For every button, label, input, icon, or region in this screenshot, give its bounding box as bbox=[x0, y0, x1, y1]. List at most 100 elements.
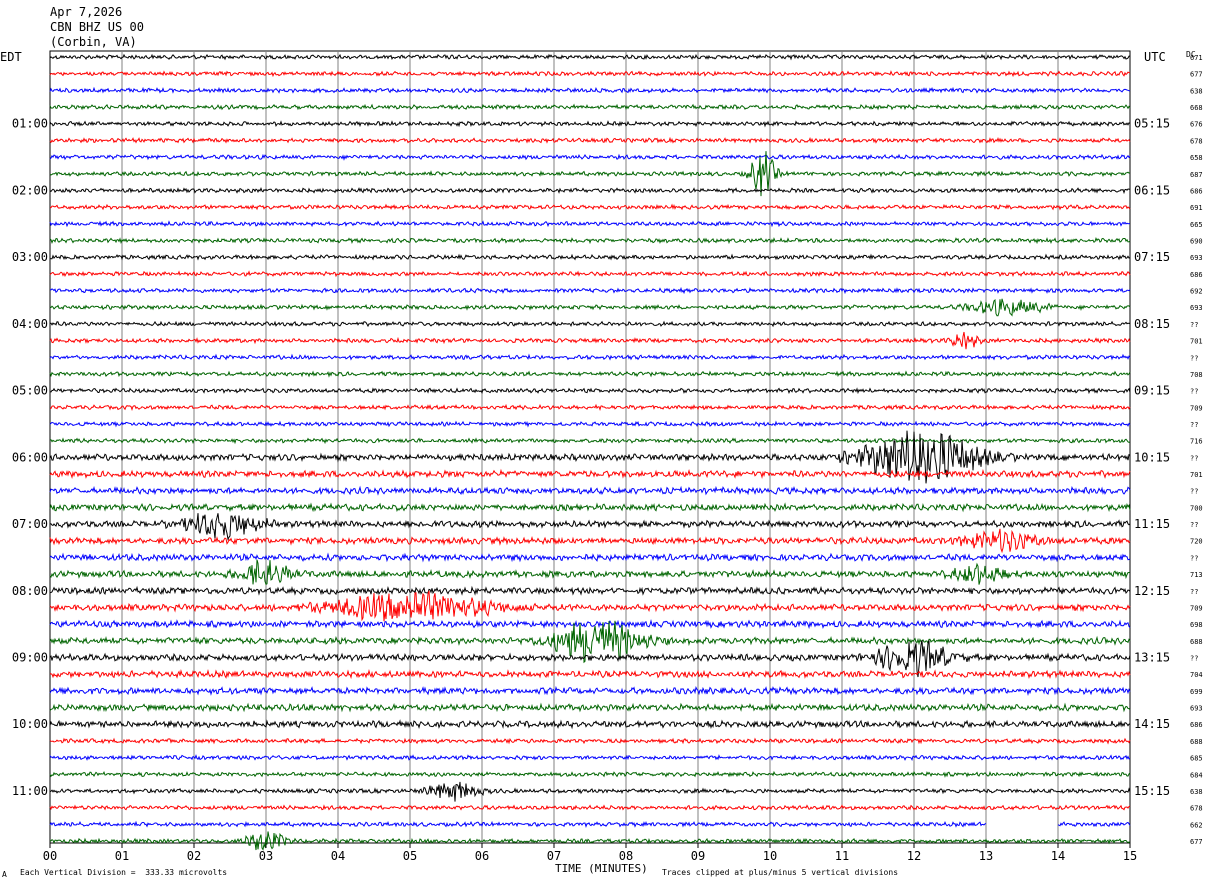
trace-row-37 bbox=[49, 640, 1131, 678]
trace-row-27 bbox=[49, 485, 1131, 496]
trace-row-2 bbox=[49, 70, 1131, 78]
utc-hour-label: 14:15 bbox=[1134, 717, 1170, 731]
trace-row-6 bbox=[49, 136, 1131, 144]
trace-row-17 bbox=[49, 320, 1131, 328]
edt-hour-label: 06:00 bbox=[12, 450, 48, 464]
trace-row-38 bbox=[49, 668, 1131, 680]
header-station: CBN BHZ US 00 bbox=[50, 20, 144, 34]
edt-hour-label: 11:00 bbox=[12, 784, 48, 798]
trace-row-14 bbox=[49, 270, 1131, 278]
utc-hour-label: 08:15 bbox=[1134, 317, 1170, 331]
trace-row-33 bbox=[49, 585, 1131, 596]
dc-offset-label: 688 bbox=[1190, 738, 1203, 746]
edt-hour-label: 07:00 bbox=[12, 517, 48, 531]
x-tick-label: 04 bbox=[331, 849, 345, 863]
dc-offset-label: 704 bbox=[1190, 671, 1203, 679]
dc-offset-label: 668 bbox=[1190, 104, 1203, 112]
utc-hour-label: 07:15 bbox=[1134, 250, 1170, 264]
edt-hour-label: 01:00 bbox=[12, 117, 48, 131]
trace-row-21 bbox=[49, 387, 1131, 395]
dc-offset-label: ?? bbox=[1190, 454, 1198, 462]
trace-row-13 bbox=[49, 253, 1131, 261]
dc-offset-label: 691 bbox=[1190, 204, 1203, 212]
utc-hour-label: 13:15 bbox=[1134, 651, 1170, 665]
dc-offset-label: 700 bbox=[1190, 504, 1203, 512]
trace-row-28 bbox=[49, 502, 1131, 513]
dc-offset-label: 684 bbox=[1190, 771, 1203, 779]
x-tick-label: 10 bbox=[763, 849, 777, 863]
dc-offset-label: 698 bbox=[1190, 621, 1203, 629]
dc-label: DC bbox=[1186, 50, 1196, 59]
dc-offset-label: ?? bbox=[1190, 554, 1198, 562]
dc-offset-label: 638 bbox=[1190, 788, 1203, 796]
x-tick-label: 07 bbox=[547, 849, 561, 863]
trace-row-8 bbox=[49, 151, 1131, 197]
trace-row-3 bbox=[49, 86, 1131, 94]
x-tick-label: 15 bbox=[1123, 849, 1137, 863]
header-date: Apr 7,2026 bbox=[50, 5, 123, 19]
dc-offset-label: 693 bbox=[1190, 254, 1203, 262]
x-tick-label: 01 bbox=[115, 849, 129, 863]
trace-row-35 bbox=[49, 619, 1131, 630]
trace-row-43 bbox=[49, 754, 1131, 761]
edt-hour-label: 02:00 bbox=[12, 183, 48, 197]
trace-row-34 bbox=[49, 590, 1131, 622]
trace-row-41 bbox=[49, 719, 1131, 730]
trace-row-29 bbox=[49, 513, 1131, 541]
trace-row-31 bbox=[49, 552, 1131, 563]
trace-row-24 bbox=[49, 437, 1131, 445]
dc-offset-label: 709 bbox=[1190, 604, 1203, 612]
trace-row-44 bbox=[49, 770, 1131, 778]
trace-row-1 bbox=[49, 53, 1131, 61]
clip-note: Traces clipped at plus/minus 5 vertical … bbox=[662, 868, 899, 877]
trace-row-25 bbox=[49, 430, 1131, 484]
plot-frame bbox=[49, 50, 1131, 844]
x-tick-label: 14 bbox=[1051, 849, 1065, 863]
x-axis-title: TIME (MINUTES) bbox=[555, 862, 648, 875]
dc-offset-label: ?? bbox=[1190, 655, 1198, 663]
dc-offset-label: 708 bbox=[1190, 371, 1203, 379]
x-tick-label: 11 bbox=[835, 849, 849, 863]
utc-hour-label: 15:15 bbox=[1134, 784, 1170, 798]
dc-offset-label: 665 bbox=[1190, 221, 1203, 229]
dc-offset-label: ?? bbox=[1190, 354, 1198, 362]
dc-offset-label: 662 bbox=[1190, 821, 1203, 829]
x-tick-label: 13 bbox=[979, 849, 993, 863]
dc-offset-label: 686 bbox=[1190, 271, 1203, 279]
dc-offset-label: 716 bbox=[1190, 438, 1203, 446]
dc-offset-label: 701 bbox=[1190, 471, 1203, 479]
trace-row-30 bbox=[49, 528, 1131, 554]
dc-offset-label: 693 bbox=[1190, 304, 1203, 312]
left-timezone-label: EDT bbox=[0, 50, 22, 64]
scale-note: Each Vertical Division = 333.33 microvol… bbox=[20, 868, 228, 877]
dc-offset-label: ?? bbox=[1190, 388, 1198, 396]
edt-hour-label: 03:00 bbox=[12, 250, 48, 264]
dc-offset-label: 690 bbox=[1190, 237, 1203, 245]
edt-hour-label: 09:00 bbox=[12, 651, 48, 665]
dc-offset-label: 713 bbox=[1190, 571, 1203, 579]
dc-offset-label: 699 bbox=[1190, 688, 1203, 696]
trace-row-16 bbox=[49, 298, 1131, 317]
dc-offset-label: 686 bbox=[1190, 187, 1203, 195]
trace-row-45 bbox=[49, 781, 1131, 802]
dc-offset-label: ?? bbox=[1190, 321, 1198, 329]
x-tick-label: 06 bbox=[475, 849, 489, 863]
trace-row-46 bbox=[49, 804, 1131, 811]
dc-offset-label: 701 bbox=[1190, 338, 1203, 346]
trace-row-15 bbox=[50, 286, 1131, 295]
dc-offset-label: 638 bbox=[1190, 87, 1203, 95]
dc-offset-label: 692 bbox=[1190, 288, 1203, 296]
trace-row-9 bbox=[49, 187, 1131, 195]
trace-row-7 bbox=[49, 153, 1131, 161]
edt-hour-label: 10:00 bbox=[12, 717, 48, 731]
trace-row-26 bbox=[49, 468, 1131, 480]
x-tick-label: 05 bbox=[403, 849, 417, 863]
trace-row-10 bbox=[49, 203, 1131, 211]
trace-row-47 bbox=[49, 820, 1131, 828]
dc-offset-label: ?? bbox=[1190, 421, 1198, 429]
x-tick-label: 03 bbox=[259, 849, 273, 863]
dc-offset-label: ?? bbox=[1190, 588, 1198, 596]
trace-row-20 bbox=[49, 370, 1131, 378]
utc-hour-label: 12:15 bbox=[1134, 584, 1170, 598]
